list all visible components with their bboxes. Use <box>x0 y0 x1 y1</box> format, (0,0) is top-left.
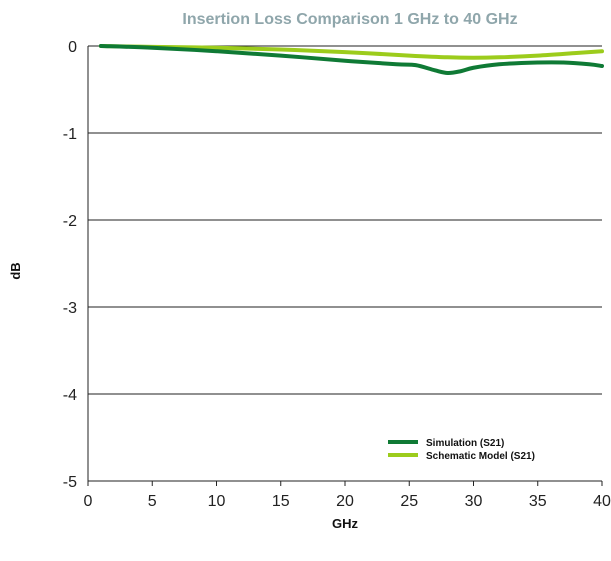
x-tick-label: 40 <box>593 493 611 510</box>
x-tick-labels: 0 5 10 15 20 25 30 35 40 <box>84 493 611 510</box>
x-tick-label: 0 <box>84 493 93 510</box>
y-tick-label: -3 <box>63 300 77 317</box>
series-lines <box>98 44 604 75</box>
legend: Simulation (S21) Schematic Model (S21) <box>388 438 535 462</box>
x-tick-label: 5 <box>148 493 157 510</box>
y-tick-label: -1 <box>63 126 77 143</box>
x-tick-label: 10 <box>208 493 226 510</box>
chart-title: Insertion Loss Comparison 1 GHz to 40 GH… <box>182 11 517 28</box>
legend-label: Simulation (S21) <box>426 438 504 449</box>
series-line-simulation-s21 <box>98 44 604 75</box>
legend-label: Schematic Model (S21) <box>426 451 535 462</box>
x-tick-label: 25 <box>400 493 418 510</box>
x-tick-label: 20 <box>336 493 354 510</box>
series-line-schematic-model-s21 <box>98 44 604 60</box>
x-axis-label: GHz <box>332 516 359 531</box>
y-tick-label: -5 <box>63 474 77 491</box>
y-tick-labels: 0 -1 -2 -3 -4 -5 <box>63 39 77 491</box>
y-tick-label: -2 <box>63 213 77 230</box>
grid-lines <box>88 45 602 482</box>
x-tick-label: 30 <box>465 493 483 510</box>
x-tick-label: 35 <box>529 493 547 510</box>
axes <box>87 46 603 486</box>
y-tick-label: -4 <box>63 387 77 404</box>
x-tick-label: 15 <box>272 493 290 510</box>
y-axis-label: dB <box>8 262 23 279</box>
y-tick-label: 0 <box>68 39 77 56</box>
